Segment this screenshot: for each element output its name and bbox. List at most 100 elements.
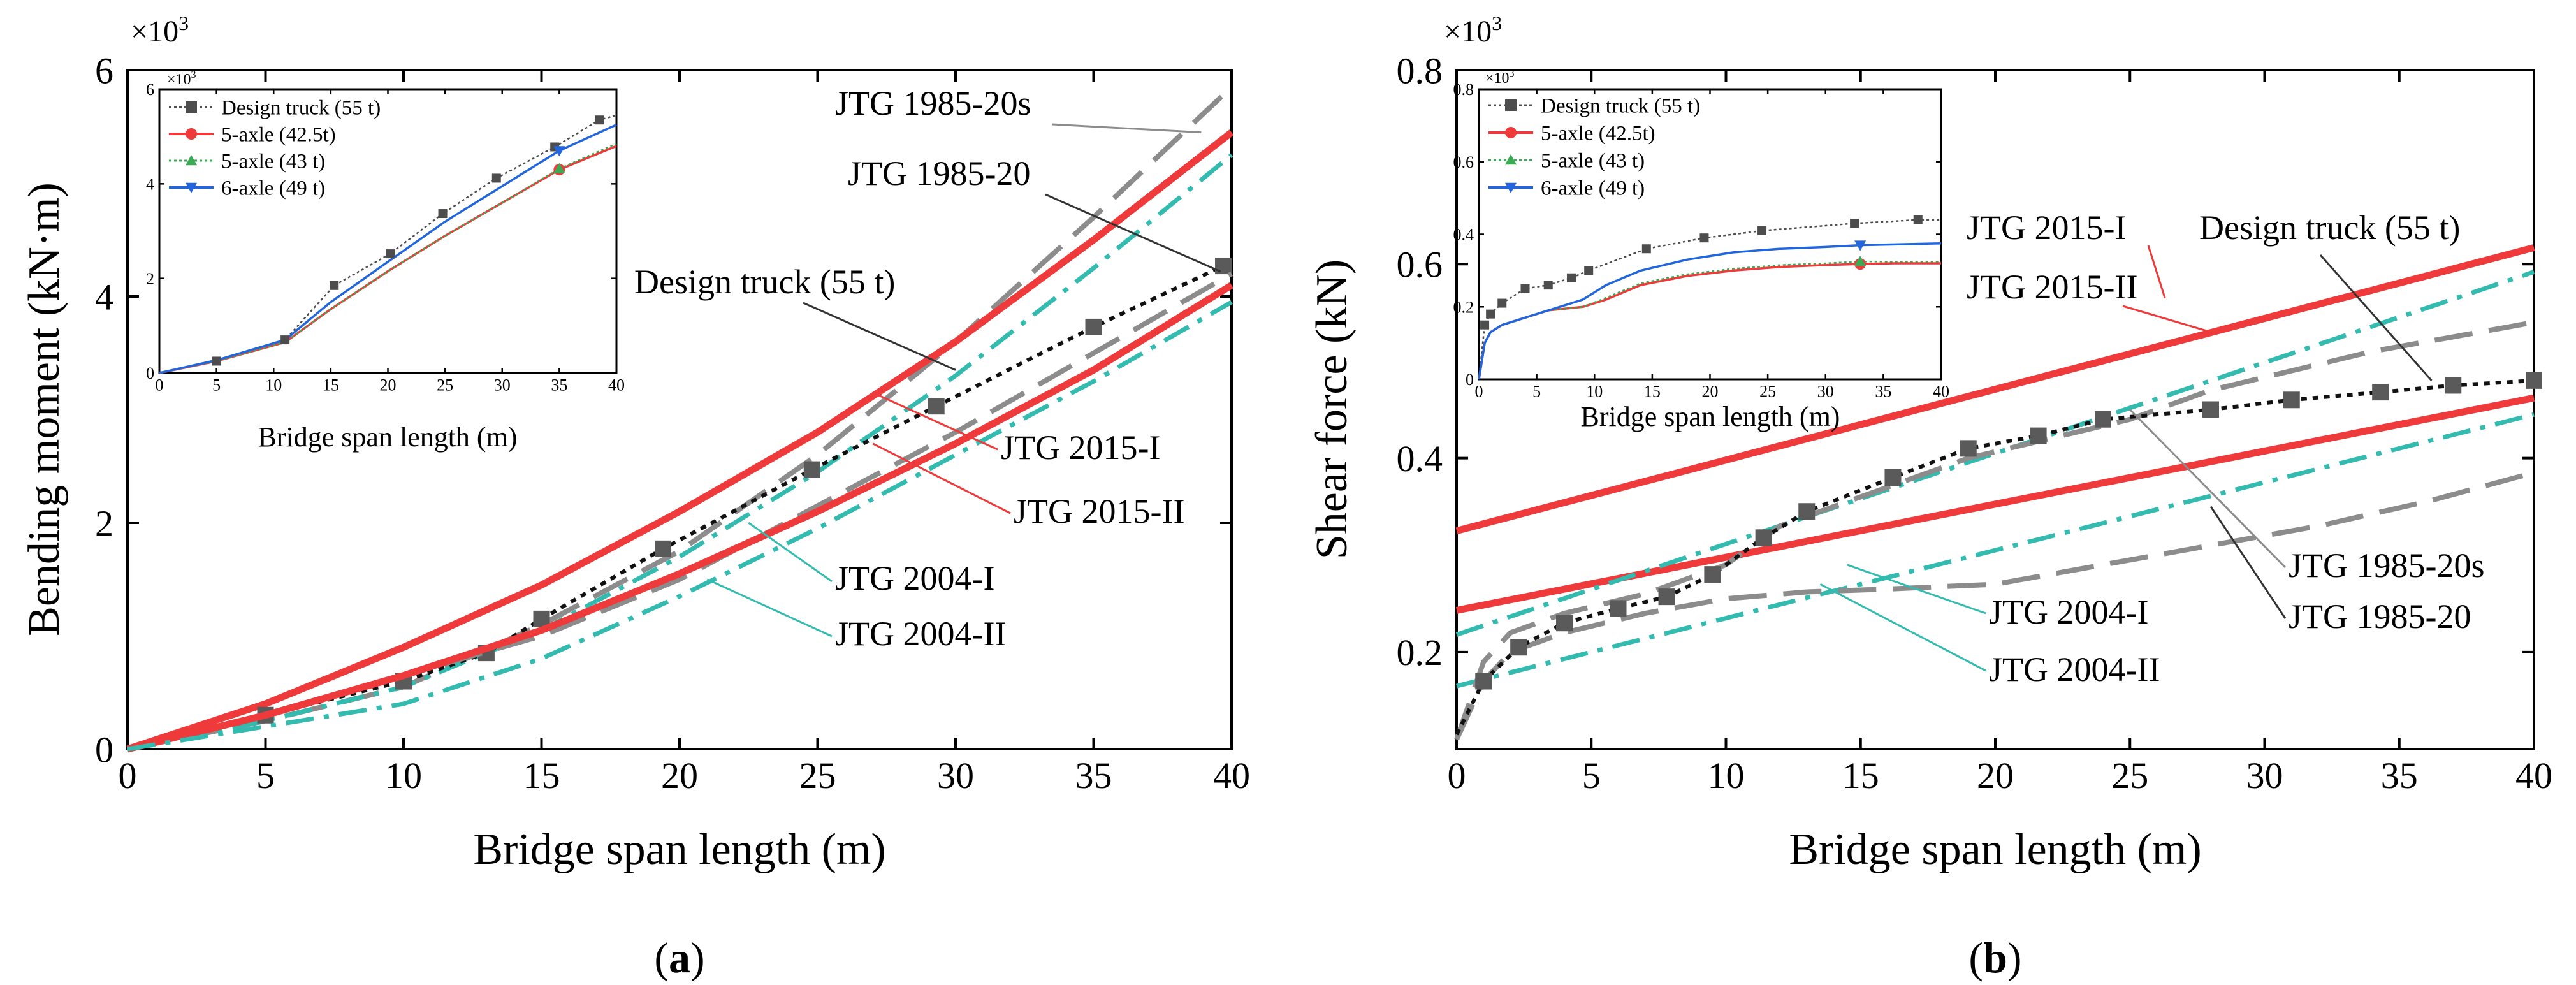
panel-a-series-3-marker-7 — [928, 398, 945, 415]
panel-a-inset-series-3-end-marker — [553, 146, 565, 157]
panel-b-series-6-marker-11 — [2030, 427, 2047, 444]
panel-b-x-tick-label-5: 25 — [2111, 755, 2148, 796]
panel-b-series-6-marker-4 — [1610, 600, 1627, 617]
panel-a-y-tick-label-1: 2 — [95, 502, 113, 544]
panel-a-inset-series-0-marker-2 — [280, 335, 290, 345]
panel-b-x-tick-label-1: 5 — [1582, 755, 1601, 796]
panel-b-inset-legend-label-0: Design truck (55 t) — [1541, 95, 1700, 118]
panel-b-inset-multiplier: ×103 — [1485, 68, 1515, 87]
panel-b-inset-x-tick-label-2: 10 — [1586, 382, 1603, 400]
panel-a-x-tick-label-1: 5 — [256, 755, 275, 796]
panel-b-inset-series-0-marker-11 — [1850, 219, 1859, 228]
panel-b-inset-x-tick-label-3: 15 — [1644, 382, 1661, 400]
panel-b-series-6-marker-17 — [2526, 372, 2542, 389]
panel-b-inset-x-tick-label-1: 5 — [1532, 382, 1541, 400]
panel-b-annotation-5: JTG 2004-I — [1989, 593, 2148, 631]
panel-b-inset-x-tick-label-6: 30 — [1817, 382, 1834, 400]
panel-a-inset-y-tick-label-3: 6 — [146, 80, 154, 99]
panel-a-inset-x-tick-label-4: 20 — [380, 376, 397, 394]
panel-a-series-6 — [127, 300, 1233, 752]
panel-b-leader-4 — [2209, 506, 2287, 619]
panel-a-leader-1 — [1045, 193, 1221, 273]
panel-a-leader-5 — [748, 522, 833, 583]
panel-b-leader-5 — [1847, 564, 1986, 615]
panel-a-leader-2 — [803, 302, 956, 371]
panel-b-series-6-marker-15 — [2372, 384, 2389, 401]
panel-a-inset-series-0-marker-6 — [491, 173, 501, 183]
panel-b-label: (b) — [1968, 933, 2021, 982]
panel-a-inset-series-0-marker-1 — [212, 356, 221, 366]
panel-a-inset: 0 5 10 15 20 25 30 35 40 0 2 4 6 Design truck (55 t)… — [146, 69, 625, 453]
panel-b-inset-series-0-marker-12 — [1913, 215, 1923, 224]
panel-a-inset-y-tick-label-2: 4 — [146, 175, 154, 193]
panel-b-inset-legend-marker-2 — [1505, 154, 1517, 165]
panel-a-inset-x-tick-label-2: 10 — [265, 376, 282, 394]
panel-a-inset-y-tick-label-1: 2 — [146, 270, 154, 288]
panel-a-leader-4 — [872, 442, 1011, 514]
panel-a-inset-x-tick-label-6: 30 — [494, 376, 511, 394]
panel-b-leader-6 — [1819, 583, 1986, 672]
panel-a-leader-3 — [872, 391, 998, 451]
panel-b-y-tick-label-2: 0.6 — [1397, 244, 1443, 286]
panel-b-x-axis-label: Bridge span length (m) — [1789, 825, 2201, 874]
panel-b-x-tick-label-0: 0 — [1448, 755, 1466, 796]
panel-a-inset-legend-marker-2 — [186, 155, 197, 166]
panel-b-inset-legend: Design truck (55 t) 5-axle (42.5t) 5-axle … — [1488, 95, 1700, 200]
panel-a-inset-legend-marker-3 — [186, 182, 197, 193]
panel-a-inset-multiplier: ×103 — [167, 69, 196, 88]
panel-b-series-6-marker-14 — [2283, 391, 2300, 409]
panel-b-series — [1454, 244, 2542, 741]
panel-a-inset-series-2 — [159, 143, 617, 374]
panel-b-y-tick-label-0: 0.2 — [1397, 632, 1443, 673]
panel-b-ticks: 0 5 10 15 20 25 30 35 40 0.2 0.4 0.6 0.8 — [1397, 50, 2553, 796]
panel-b-inset-series-2 — [1478, 260, 1941, 380]
panel-b-y-axis-label: Shear force (kN) — [1307, 259, 1357, 559]
panel-b-series-6-marker-7 — [1755, 529, 1772, 546]
panel-b-leader-1 — [2319, 254, 2433, 381]
panel-a-annotation-3: JTG 2015-I — [1001, 428, 1160, 467]
panel-b-annotation-0: JTG 2015-I — [1967, 208, 2126, 247]
panel-a-annotation-5: JTG 2004-I — [835, 559, 994, 597]
panel-b-series-6-marker-3 — [1556, 615, 1573, 632]
panel-b-shear-force-chart: 0 5 10 15 20 25 30 35 40 0.2 0.4 0.6 0.8 JTG 2015-I D… — [1307, 11, 2552, 982]
panel-b-inset-x-tick-label-7: 35 — [1875, 382, 1891, 400]
panel-b-inset-xlabel: Bridge span length (m) — [1581, 401, 1840, 432]
panel-b-annotation-6: JTG 2004-II — [1989, 650, 2160, 689]
panel-a-y-tick-label-3: 6 — [95, 50, 113, 91]
panel-a-inset-legend-label-2: 5-axle (43 t) — [221, 150, 325, 173]
panel-b-inset-series-3-end-marker — [1854, 240, 1867, 251]
panel-b-series-6-marker-16 — [2445, 377, 2462, 394]
panel-a-inset-x-tick-label-3: 15 — [323, 376, 339, 394]
panel-b-annotation-4: JTG 1985-20 — [2289, 597, 2471, 636]
panel-b-inset-y-tick-label-4: 0.8 — [1453, 80, 1474, 99]
panel-b-inset-series-0-marker-5 — [1543, 281, 1553, 290]
panel-b-inset-legend-label-1: 5-axle (42.5t) — [1541, 122, 1655, 145]
panel-a-inset-legend: Design truck (55 t) 5-axle (42.5t) 5-axle … — [169, 97, 381, 200]
panel-b-inset-legend-label-3: 6-axle (49 t) — [1541, 177, 1645, 200]
panel-a-y-axis-label: Bending moment (kN·m) — [20, 182, 69, 636]
panel-a-series-3-marker-8 — [1085, 318, 1102, 335]
panel-a-inset-series-0-marker-3 — [330, 281, 339, 290]
panel-a-series-2 — [127, 153, 1233, 752]
panel-a-annotation-0: JTG 1985-20s — [835, 84, 1031, 122]
panel-a-inset-legend-marker-0 — [186, 101, 197, 113]
panel-a-inset-x-tick-label-7: 35 — [551, 376, 567, 394]
panel-b-series-1 — [1455, 394, 2535, 614]
panel-b-leader-3 — [2129, 409, 2287, 569]
panel-a-annotation-4: JTG 2015-II — [1014, 492, 1184, 530]
panel-b-inset-content: 0 5 10 15 20 25 30 35 40 0 0.2 0.4 0.6 0.8 — [1453, 80, 1950, 400]
panel-b-inset-series-0-marker-8 — [1641, 244, 1651, 254]
panel-a-inset-series-2-end-marker — [553, 163, 565, 173]
panel-a-leader-0 — [1051, 123, 1202, 134]
panel-b-inset-series-0-marker-6 — [1567, 273, 1576, 282]
panel-a-x-tick-label-5: 25 — [799, 755, 836, 796]
panel-a-inset-legend-marker-1 — [186, 128, 197, 140]
panel-b-series-6-marker-9 — [1884, 469, 1902, 486]
panel-a-series-3-marker-6 — [803, 461, 820, 478]
panel-a-x-tick-label-6: 30 — [937, 755, 974, 796]
panel-b-x-tick-label-6: 30 — [2246, 755, 2283, 796]
panel-b-y-tick-label-1: 0.4 — [1397, 438, 1443, 479]
panel-a-x-tick-label-2: 10 — [385, 755, 422, 796]
